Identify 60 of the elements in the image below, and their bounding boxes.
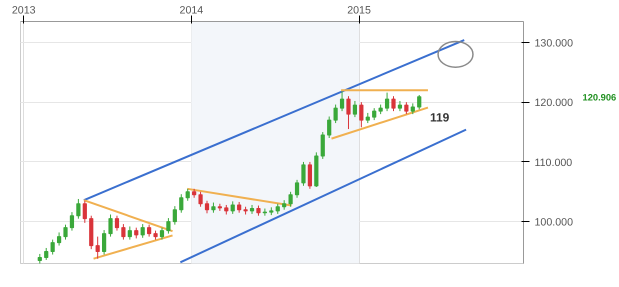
candlestick (108, 214, 113, 238)
candlestick (282, 200, 286, 210)
y-tick-label: 100.000 (534, 216, 574, 229)
candlestick (398, 100, 402, 112)
candlestick (410, 102, 415, 115)
annotation: 119 (430, 110, 450, 125)
candlestick (147, 224, 152, 238)
candlestick (198, 191, 203, 208)
candlestick (256, 205, 261, 216)
candlestick (230, 200, 235, 214)
candlestick (320, 132, 325, 160)
candlestick (82, 200, 87, 224)
candlestick (334, 104, 338, 124)
candlestick (204, 200, 210, 214)
candlestick (288, 191, 293, 208)
candlestick (276, 203, 280, 214)
candlestick (96, 236, 100, 260)
candlestick (308, 161, 312, 190)
candlestick (384, 92, 390, 112)
candlestick (378, 104, 383, 115)
candlestick (340, 90, 344, 112)
candlestick (186, 188, 190, 202)
candlestick (404, 102, 408, 115)
candlestick (417, 94, 422, 110)
x-tick-label: 2015 (347, 4, 371, 16)
candlestick (372, 108, 376, 121)
candlestick (327, 116, 332, 139)
x-tick-label: 2014 (180, 4, 204, 16)
x-tick-label: 2013 (12, 4, 36, 16)
candlestick (366, 112, 370, 124)
y-tick-label: 120.000 (534, 97, 574, 110)
candlestick (346, 96, 351, 130)
candlestick (359, 102, 364, 128)
candlestick (391, 96, 396, 112)
candlestick (114, 215, 120, 232)
candlestick (160, 227, 164, 240)
text: 120.906 (582, 92, 616, 102)
candlestick (102, 230, 106, 256)
candlestick (134, 227, 138, 239)
candlestick (70, 212, 74, 232)
candlestick (301, 161, 306, 186)
candlestick (237, 201, 242, 214)
candlestick (128, 226, 132, 240)
candlestick (352, 100, 358, 118)
candlestick (224, 204, 228, 215)
y-tick-label: 130.000 (534, 37, 574, 50)
candlestick (44, 247, 48, 260)
y-tick-label: 110.000 (534, 156, 572, 169)
candlestick (76, 198, 80, 220)
candlestick (121, 224, 126, 240)
candlestick (140, 224, 145, 238)
candlestick (56, 232, 62, 246)
candlestick (179, 194, 184, 214)
candlestick (294, 179, 300, 198)
candlestick (63, 224, 68, 240)
candlestick (166, 218, 171, 234)
candlestick (211, 202, 216, 214)
candlestick (50, 239, 55, 256)
candlestick (38, 253, 42, 264)
candlestick (172, 206, 177, 226)
